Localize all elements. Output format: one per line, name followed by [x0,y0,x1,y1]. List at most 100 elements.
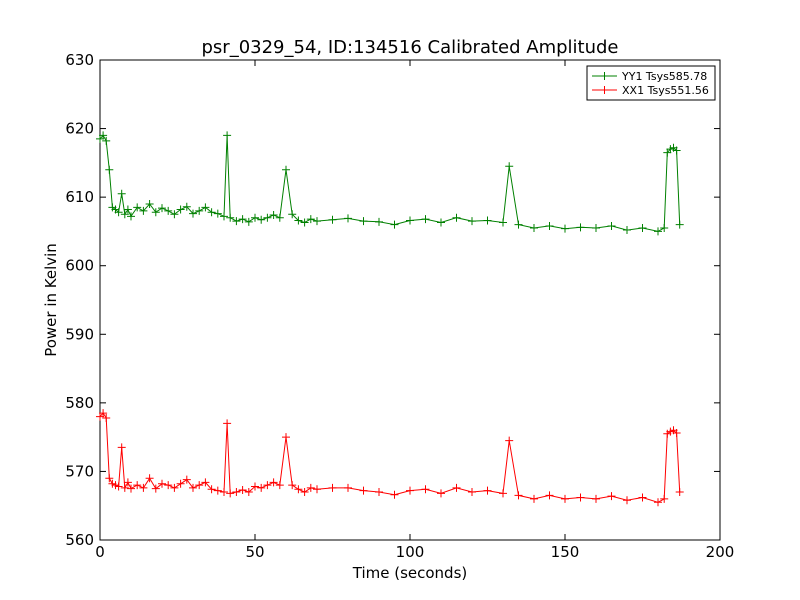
data-point [452,213,461,222]
data-point [530,494,538,503]
data-point [406,486,414,495]
data-point [561,494,569,503]
data-point [251,213,259,222]
data-point [672,146,681,155]
data-point [505,436,514,445]
data-point [660,224,669,232]
legend-box [586,65,716,101]
x-tick-label: 150 [551,543,580,561]
data-point [294,485,303,494]
data-point [102,136,111,145]
data-point [263,481,272,490]
data-point [576,223,585,232]
data-point [238,215,247,224]
data-point [263,213,272,222]
data-point [123,205,132,214]
data-point [421,485,430,494]
y-tick-label: 580 [65,394,94,412]
data-point [375,488,383,496]
data-point [654,498,662,507]
x-axis-label: Time (seconds) [352,564,468,582]
data-point [300,218,309,227]
data-point [251,482,259,491]
data-point [675,220,684,229]
data-point [213,486,222,495]
data-point [105,474,114,483]
data-point [437,218,445,227]
data-point [607,221,616,230]
data-point [226,213,235,222]
data-point [452,483,461,492]
data-point [244,217,253,226]
data-point [189,209,197,218]
y-tick-label: 560 [65,531,94,549]
data-point [288,210,297,219]
data-point [207,485,216,494]
data-point [499,489,507,498]
x-tick-label: 50 [245,543,264,561]
data-point [220,488,228,496]
data-point [514,491,523,500]
data-point [133,203,142,212]
series-line [99,412,681,503]
data-point [275,481,284,490]
data-point [294,216,303,225]
data-point [223,419,232,428]
data-point [638,493,647,502]
y-tick-label: 590 [65,325,94,343]
data-point [201,478,210,487]
data-point [468,217,476,226]
data-point [195,206,204,215]
data-point [176,479,185,488]
series-2 [96,409,684,507]
data-point [244,488,253,496]
data-point [288,481,297,490]
data-point [344,483,352,492]
data-point [344,214,352,223]
data-point [390,490,399,499]
y-tick-label: 610 [65,188,94,206]
data-point [127,212,135,221]
legend-label: XX1 Tsys551.56 [622,84,709,97]
data-point [189,483,197,492]
data-point [483,216,492,225]
data-point [164,481,173,490]
data-point [99,409,108,418]
data-point [158,204,166,213]
data-point [269,478,278,487]
y-tick-label: 620 [65,120,94,138]
data-point [623,496,631,505]
data-point [170,210,179,219]
data-point [201,203,210,212]
data-point [390,220,399,229]
data-point [133,481,142,490]
legend-marker [600,72,609,80]
y-tick-label: 600 [65,257,94,275]
data-point [592,494,600,503]
data-point [499,218,507,227]
data-point [257,483,266,492]
data-point [220,212,228,221]
data-point [127,484,135,493]
data-point [328,215,337,224]
data-point [306,483,315,492]
legend-marker [600,86,609,94]
data-point [660,494,669,503]
data-point [545,491,554,500]
data-point [105,165,114,174]
data-point [238,485,247,494]
data-point [623,226,631,235]
chart-title: psr_0329_54, ID:134516 Calibrated Amplit… [201,37,618,58]
data-point [151,484,160,493]
data-point [182,202,191,211]
data-point [359,486,368,495]
data-point [313,485,321,494]
data-point [257,215,266,224]
data-point [207,208,216,217]
data-point [638,224,647,232]
data-point [117,443,126,452]
data-point [592,224,600,232]
data-point [306,215,315,224]
axes-frame [99,59,721,541]
